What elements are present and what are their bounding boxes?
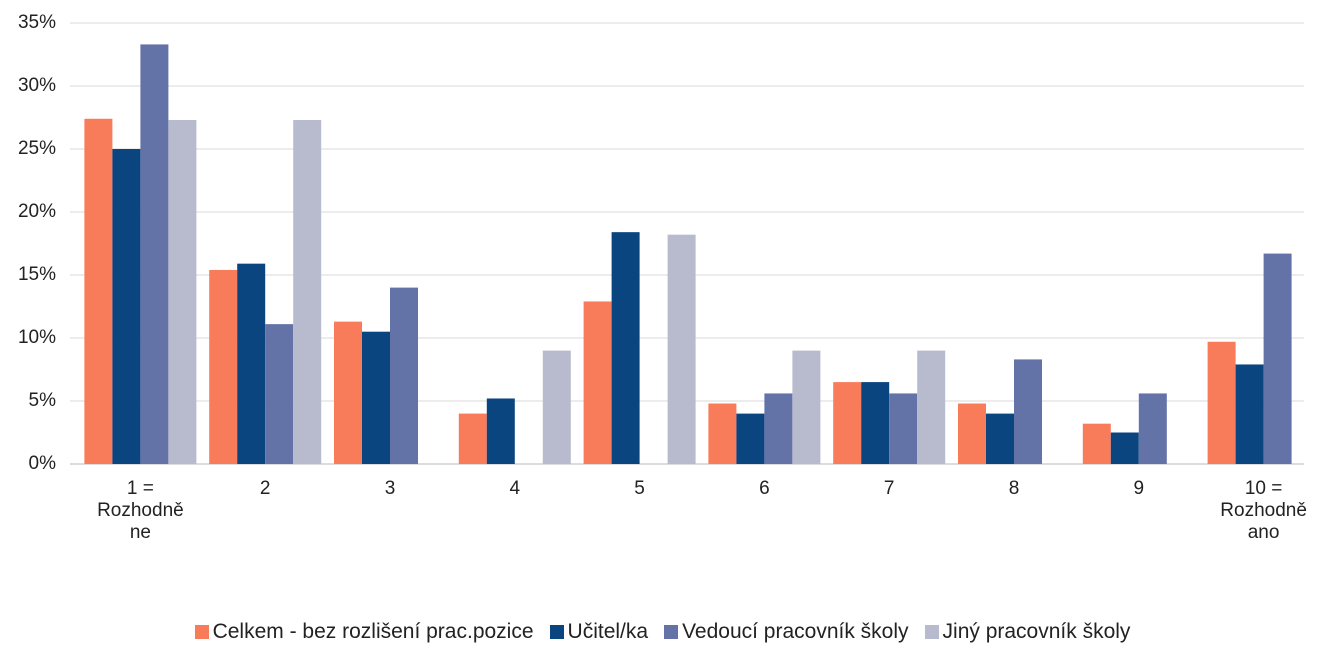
bar — [611, 232, 640, 464]
bar — [667, 234, 696, 464]
bar — [861, 382, 890, 464]
legend-swatch — [924, 625, 939, 639]
bar — [84, 118, 113, 464]
y-tick-label: 15% — [18, 264, 56, 285]
y-tick-label: 10% — [18, 327, 56, 348]
x-tick-label: 4 — [509, 478, 521, 499]
bar — [362, 331, 390, 464]
y-tick-label: 35% — [18, 12, 56, 33]
x-tick-label: 3 — [384, 478, 396, 499]
legend: Celkem - bez rozlišení prac.pozice Učitel… — [0, 620, 1325, 644]
legend-item: Celkem - bez rozlišení prac.pozice — [194, 620, 534, 644]
bar — [168, 120, 197, 465]
y-tick-label: 25% — [18, 138, 56, 159]
legend-swatch — [549, 625, 564, 639]
chart: 0% 5% 10% 15% 20% 25% 30% 35% — [18, 12, 1304, 474]
bar — [764, 393, 793, 464]
bar — [1207, 341, 1236, 464]
legend-swatch — [664, 625, 679, 639]
bar — [583, 301, 612, 464]
y-tick-label: 30% — [18, 75, 56, 96]
bar — [986, 413, 1014, 464]
y-tick-label: 5% — [29, 390, 57, 411]
bar — [112, 149, 141, 464]
y-tick-label: 20% — [18, 201, 56, 222]
x-tick-label: 2 — [259, 478, 271, 499]
x-tick-label: 5 — [634, 478, 645, 499]
legend-item: Učitel/ka — [549, 620, 649, 644]
bar — [542, 350, 571, 464]
bar — [708, 403, 737, 464]
x-tick-label: 9 — [1133, 478, 1145, 499]
x-tick-label: 10 = Rozhodně ano — [1220, 478, 1307, 543]
bar — [889, 393, 918, 464]
bar — [1138, 393, 1167, 464]
bar — [917, 350, 946, 464]
bar — [958, 403, 986, 464]
bar — [209, 269, 238, 464]
bar — [833, 382, 862, 464]
bar — [334, 321, 362, 464]
legend-item: Vedoucí pracovník školy — [664, 620, 909, 644]
bar — [1235, 364, 1264, 464]
bar — [1082, 423, 1111, 464]
bar — [265, 324, 294, 464]
legend-label: Jiný pracovník školy — [942, 620, 1131, 643]
bar — [140, 44, 169, 465]
legend-label: Celkem - bez rozlišení prac.pozice — [212, 620, 534, 643]
bar — [237, 263, 266, 464]
bar — [736, 413, 765, 464]
x-tick-label: 6 — [759, 478, 770, 499]
legend-item: Jiný pracovník školy — [924, 620, 1131, 644]
bar — [458, 413, 487, 464]
x-tick-label: 7 — [883, 478, 895, 499]
x-tick-label: 8 — [1008, 478, 1020, 499]
bar — [1110, 432, 1139, 464]
bar — [390, 287, 418, 464]
legend-label: Učitel/ka — [567, 620, 649, 643]
bar — [486, 398, 515, 464]
legend-swatch — [194, 625, 209, 639]
bar — [1263, 253, 1292, 464]
bar — [293, 120, 322, 465]
bar — [1014, 359, 1042, 464]
bar — [792, 350, 821, 464]
y-tick-label: 0% — [29, 453, 57, 474]
x-tick-label: 1 = Rozhodně ne — [97, 478, 184, 543]
legend-label: Vedoucí pracovník školy — [682, 620, 909, 643]
